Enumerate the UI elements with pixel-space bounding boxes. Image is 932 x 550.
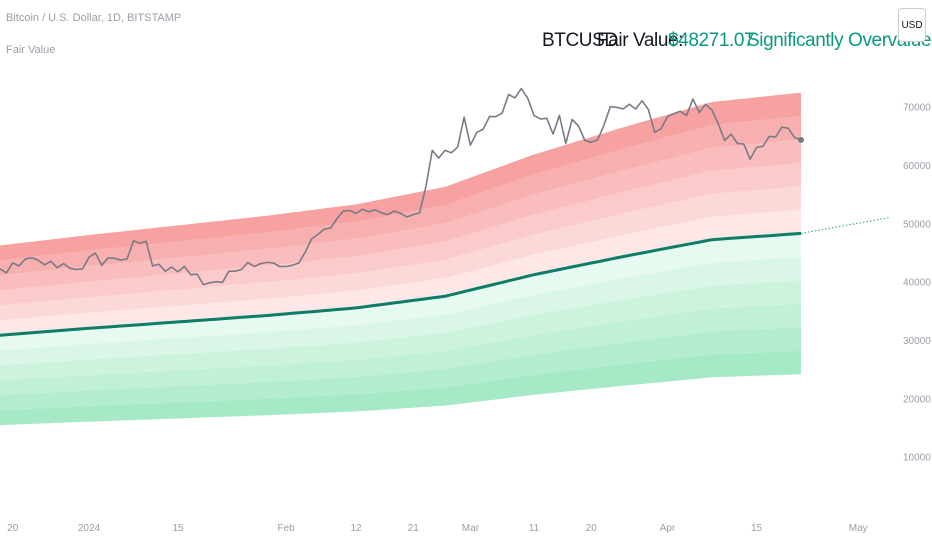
x-tick-label: 15 xyxy=(751,523,763,534)
y-tick-label: 70000 xyxy=(903,103,931,114)
x-tick-label: 21 xyxy=(408,523,420,534)
indicator-name: Fair Value xyxy=(6,44,56,56)
y-tick-label: 40000 xyxy=(903,278,931,289)
x-tick-label: 12 xyxy=(350,523,362,534)
undervalued-band-3 xyxy=(0,280,801,381)
overvalued-band-5 xyxy=(0,116,801,276)
currency-button[interactable]: USD xyxy=(898,8,926,42)
overvalued-band-1 xyxy=(0,210,801,336)
y-tick-label: 10000 xyxy=(903,453,931,464)
fair-value-readout: $48271.07 xyxy=(668,30,755,51)
overvalued-band-4 xyxy=(0,139,801,291)
x-tick-label: May xyxy=(849,523,868,534)
undervalued-band-2 xyxy=(0,256,801,366)
x-tick-label: Apr xyxy=(660,523,676,534)
x-tick-label: 20 xyxy=(7,523,19,534)
x-tick-label: Feb xyxy=(277,523,295,534)
symbol-description: Bitcoin / U.S. Dollar, 1D, BITSTAMP xyxy=(6,12,182,24)
price-axis[interactable]: 10000 20000 30000 40000 50000 60000 70000 xyxy=(903,103,931,464)
chart-lines xyxy=(0,87,891,337)
x-tick-label: 15 xyxy=(172,523,184,534)
undervalued-band-4 xyxy=(0,303,801,396)
valuation-status: Significantly Overvalued xyxy=(747,30,932,51)
valuation-bands xyxy=(0,92,801,426)
y-tick-label: 50000 xyxy=(903,219,931,230)
y-tick-label: 30000 xyxy=(903,336,931,347)
x-tick-label: 11 xyxy=(529,523,540,534)
time-axis[interactable]: 20 2024 15 Feb 12 21 Mar 11 20 Apr 15 May xyxy=(7,523,868,534)
overvalued-band-2 xyxy=(0,186,801,321)
y-tick-label: 60000 xyxy=(903,161,931,172)
price-line xyxy=(0,87,802,286)
fair-value-projection-line xyxy=(800,217,891,234)
overvalued-band-3 xyxy=(0,163,801,306)
last-price-marker xyxy=(798,136,804,143)
fair-value-line xyxy=(0,231,802,337)
x-tick-label: Mar xyxy=(462,523,480,534)
fair-value-label: Fair Value: xyxy=(597,30,684,51)
info-symbol: BTCUSD xyxy=(542,30,618,51)
x-tick-label: 20 xyxy=(586,523,598,534)
y-tick-label: 20000 xyxy=(903,394,931,405)
undervalued-band-6 xyxy=(0,350,801,426)
undervalued-band-5 xyxy=(0,327,801,411)
x-tick-label: 2024 xyxy=(78,523,101,534)
